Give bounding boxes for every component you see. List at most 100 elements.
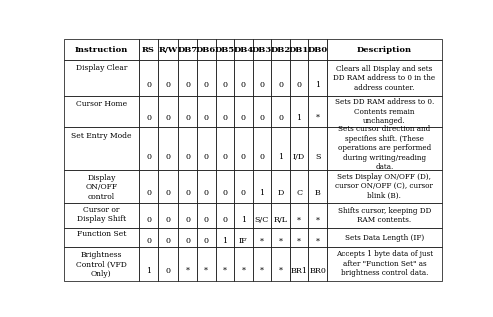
Text: 0: 0 xyxy=(166,267,171,275)
Text: DB4: DB4 xyxy=(233,46,253,54)
Bar xyxy=(271,96,290,127)
Text: RS: RS xyxy=(142,46,155,54)
Text: 0: 0 xyxy=(185,217,190,224)
Text: *: * xyxy=(316,217,319,224)
Bar xyxy=(197,127,215,170)
Bar xyxy=(158,127,178,170)
Text: *: * xyxy=(279,267,282,275)
Bar xyxy=(271,247,290,281)
Bar xyxy=(178,39,197,60)
Text: 0: 0 xyxy=(241,189,246,197)
Text: *: * xyxy=(297,217,301,224)
Bar xyxy=(178,96,197,127)
Text: Shifts cursor, keeping DD
RAM contents.: Shifts cursor, keeping DD RAM contents. xyxy=(338,207,431,224)
Text: 0: 0 xyxy=(222,153,227,161)
Bar xyxy=(234,39,252,60)
Text: 0: 0 xyxy=(259,153,264,161)
Text: 0: 0 xyxy=(146,153,151,161)
Text: *: * xyxy=(242,267,246,275)
Bar xyxy=(64,247,140,281)
Text: 0: 0 xyxy=(146,81,151,89)
Text: 1: 1 xyxy=(222,237,227,245)
Bar xyxy=(290,247,309,281)
Text: 0: 0 xyxy=(204,81,209,89)
Text: 1: 1 xyxy=(146,267,151,275)
Text: 0: 0 xyxy=(166,81,171,89)
Bar xyxy=(290,60,309,96)
Text: DB1: DB1 xyxy=(289,46,309,54)
Text: *: * xyxy=(316,114,319,122)
Text: 0: 0 xyxy=(166,114,171,122)
Bar xyxy=(64,203,140,228)
Bar xyxy=(178,228,197,247)
Text: 0: 0 xyxy=(259,81,264,89)
Bar xyxy=(64,170,140,203)
Text: *: * xyxy=(223,267,227,275)
Text: S: S xyxy=(315,153,320,161)
Text: 0: 0 xyxy=(185,114,190,122)
Bar xyxy=(158,39,178,60)
Bar xyxy=(140,228,158,247)
Text: 0: 0 xyxy=(146,217,151,224)
Text: DB5: DB5 xyxy=(215,46,235,54)
Text: 0: 0 xyxy=(166,217,171,224)
Text: 0: 0 xyxy=(241,81,246,89)
Text: Accepts 1 byte data of just
after "Function Set" as
brightness control data.: Accepts 1 byte data of just after "Funct… xyxy=(336,250,433,277)
Bar xyxy=(140,60,158,96)
Text: 0: 0 xyxy=(297,81,302,89)
Text: IF: IF xyxy=(239,237,247,245)
Bar xyxy=(140,247,158,281)
Text: 0: 0 xyxy=(146,114,151,122)
Text: 0: 0 xyxy=(146,237,151,245)
Bar xyxy=(215,96,234,127)
Bar xyxy=(140,39,158,60)
Bar xyxy=(309,228,327,247)
Bar xyxy=(178,170,197,203)
Bar xyxy=(271,170,290,203)
Bar xyxy=(271,60,290,96)
Text: Sets Display ON/OFF (D),
cursor ON/OFF (C), cursor
blink (B).: Sets Display ON/OFF (D), cursor ON/OFF (… xyxy=(335,173,433,200)
Text: *: * xyxy=(204,267,208,275)
Text: B: B xyxy=(315,189,320,197)
Bar xyxy=(158,228,178,247)
Text: 0: 0 xyxy=(185,81,190,89)
Text: 0: 0 xyxy=(241,114,246,122)
Bar xyxy=(234,228,252,247)
Text: R/L: R/L xyxy=(274,217,287,224)
Bar xyxy=(309,247,327,281)
Bar xyxy=(215,127,234,170)
Text: 1: 1 xyxy=(278,153,283,161)
Text: 0: 0 xyxy=(166,189,171,197)
Bar xyxy=(327,39,442,60)
Text: 0: 0 xyxy=(222,189,227,197)
Text: 0: 0 xyxy=(204,189,209,197)
Text: 1: 1 xyxy=(315,81,320,89)
Text: Set Entry Mode: Set Entry Mode xyxy=(71,132,132,140)
Bar xyxy=(197,60,215,96)
Bar xyxy=(252,170,271,203)
Bar xyxy=(271,39,290,60)
Bar xyxy=(64,39,140,60)
Text: R/W: R/W xyxy=(158,46,178,54)
Bar xyxy=(327,170,442,203)
Text: 0: 0 xyxy=(166,153,171,161)
Text: Display Clear: Display Clear xyxy=(76,64,127,72)
Text: 0: 0 xyxy=(278,114,283,122)
Bar xyxy=(215,203,234,228)
Bar xyxy=(309,60,327,96)
Bar xyxy=(327,228,442,247)
Bar xyxy=(252,228,271,247)
Bar xyxy=(290,203,309,228)
Bar xyxy=(271,228,290,247)
Bar xyxy=(309,39,327,60)
Text: 0: 0 xyxy=(204,237,209,245)
Bar xyxy=(271,203,290,228)
Bar xyxy=(178,60,197,96)
Bar xyxy=(290,228,309,247)
Text: 0: 0 xyxy=(222,217,227,224)
Bar xyxy=(197,39,215,60)
Text: D: D xyxy=(278,189,283,197)
Bar xyxy=(234,96,252,127)
Text: 0: 0 xyxy=(278,81,283,89)
Bar xyxy=(178,127,197,170)
